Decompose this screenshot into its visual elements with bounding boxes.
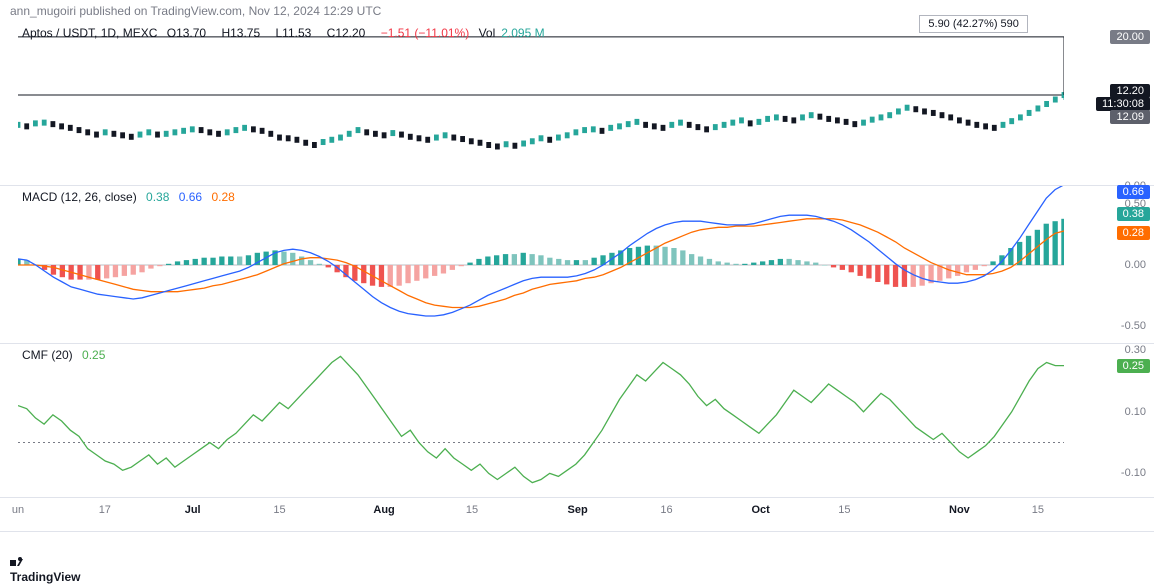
change-label: −1.51 (−11.01%) (381, 26, 470, 40)
tradingview-icon (10, 556, 24, 570)
time-tick: 15 (466, 504, 478, 516)
time-tick: Sep (568, 504, 588, 516)
cmf-pane[interactable]: CMF (20) 0.25 0.300.10-0.100.25 (0, 344, 1154, 498)
brand-footer: TradingView (10, 556, 80, 584)
time-tick: 16 (660, 504, 672, 516)
time-tick: un (12, 504, 24, 516)
time-tick: Aug (373, 504, 394, 516)
time-tick: 15 (838, 504, 850, 516)
macd-pane[interactable]: MACD (12, 26, close) 0.38 0.66 0.28 0.50… (0, 186, 1154, 344)
time-tick: 15 (273, 504, 285, 516)
time-tick: 17 (99, 504, 111, 516)
cmf-axis: 0.300.10-0.100.25 (1066, 344, 1154, 497)
price-legend: Aptos / USDT, 1D, MEXC O13.70 H13.75 L11… (22, 26, 551, 40)
time-axis: un 17 Jul 15 Aug 15 Sep 16 Oct 15 Nov 15 (0, 498, 1154, 532)
price-axis: 0.0020.0012.2011:30:0812.09 (1066, 22, 1154, 185)
macd-axis: 0.500.00-0.500.660.380.28 (1066, 186, 1154, 343)
macd-legend: MACD (12, 26, close) 0.38 0.66 0.28 (22, 190, 241, 204)
target-tooltip: 5.90 (42.27%) 590 (919, 15, 1028, 33)
time-tick: 15 (1032, 504, 1044, 516)
time-tick: Oct (751, 504, 769, 516)
price-pane[interactable]: Aptos / USDT, 1D, MEXC O13.70 H13.75 L11… (0, 22, 1154, 186)
chart-container: Aptos / USDT, 1D, MEXC O13.70 H13.75 L11… (0, 22, 1154, 532)
time-tick: Jul (185, 504, 201, 516)
cmf-legend: CMF (20) 0.25 (22, 348, 111, 362)
symbol-label: Aptos / USDT, 1D, MEXC (22, 26, 157, 40)
time-tick: Nov (949, 504, 970, 516)
